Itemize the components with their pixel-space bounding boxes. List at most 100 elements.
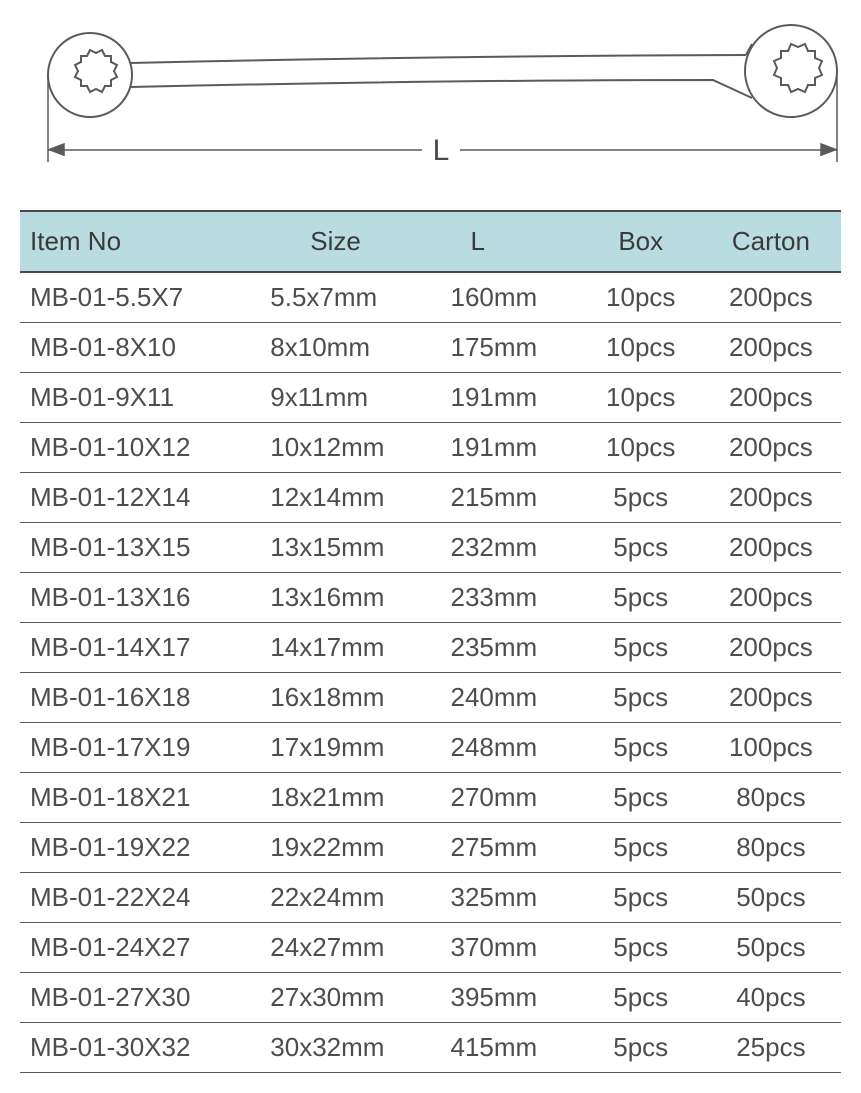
table-cell: 14x17mm [260, 623, 440, 673]
table-cell: 5pcs [581, 673, 701, 723]
table-cell: 200pcs [701, 323, 841, 373]
table-row: MB-01-8X108x10mm175mm10pcs200pcs [20, 323, 841, 373]
table-cell: 16x18mm [260, 673, 440, 723]
table-cell: 12x14mm [260, 473, 440, 523]
col-header-item: Item No [20, 211, 260, 272]
table-cell: 275mm [441, 823, 581, 873]
table-cell: MB-01-10X12 [20, 423, 260, 473]
table-cell: 22x24mm [260, 873, 440, 923]
table-cell: MB-01-8X10 [20, 323, 260, 373]
table-row: MB-01-13X1613x16mm233mm5pcs200pcs [20, 573, 841, 623]
table-cell: 5pcs [581, 723, 701, 773]
table-cell: 5pcs [581, 773, 701, 823]
dimension-label: L [433, 134, 450, 167]
table-cell: MB-01-5.5X7 [20, 272, 260, 323]
table-cell: 240mm [441, 673, 581, 723]
table-row: MB-01-5.5X75.5x7mm160mm10pcs200pcs [20, 272, 841, 323]
table-cell: 415mm [441, 1023, 581, 1073]
table-cell: 5pcs [581, 623, 701, 673]
table-cell: MB-01-22X24 [20, 873, 260, 923]
table-cell: 200pcs [701, 623, 841, 673]
table-cell: 232mm [441, 523, 581, 573]
table-row: MB-01-10X1210x12mm191mm10pcs200pcs [20, 423, 841, 473]
col-header-carton: Carton [701, 211, 841, 272]
table-cell: 5pcs [581, 823, 701, 873]
table-cell: MB-01-14X17 [20, 623, 260, 673]
table-cell: 370mm [441, 923, 581, 973]
table-cell: 5pcs [581, 1023, 701, 1073]
table-cell: 80pcs [701, 823, 841, 873]
table-cell: MB-01-27X30 [20, 973, 260, 1023]
table-row: MB-01-9X119x11mm191mm10pcs200pcs [20, 373, 841, 423]
table-cell: MB-01-17X19 [20, 723, 260, 773]
col-header-size: Size [260, 211, 440, 272]
table-cell: MB-01-9X11 [20, 373, 260, 423]
table-cell: 5pcs [581, 473, 701, 523]
table-cell: MB-01-12X14 [20, 473, 260, 523]
table-cell: MB-01-13X15 [20, 523, 260, 573]
table-cell: 235mm [441, 623, 581, 673]
table-cell: 200pcs [701, 573, 841, 623]
table-cell: 27x30mm [260, 973, 440, 1023]
table-cell: 40pcs [701, 973, 841, 1023]
table-row: MB-01-30X3230x32mm415mm5pcs25pcs [20, 1023, 841, 1073]
table-cell: 270mm [441, 773, 581, 823]
table-cell: 30x32mm [260, 1023, 440, 1073]
table-cell: 160mm [441, 272, 581, 323]
table-cell: 191mm [441, 373, 581, 423]
table-cell: 10pcs [581, 373, 701, 423]
table-cell: 395mm [441, 973, 581, 1023]
table-cell: 200pcs [701, 373, 841, 423]
col-header-box: Box [581, 211, 701, 272]
table-row: MB-01-14X1714x17mm235mm5pcs200pcs [20, 623, 841, 673]
table-cell: MB-01-13X16 [20, 573, 260, 623]
table-row: MB-01-22X2422x24mm325mm5pcs50pcs [20, 873, 841, 923]
spec-table: Item No Size L Box Carton MB-01-5.5X75.5… [20, 210, 841, 1073]
table-row: MB-01-27X3027x30mm395mm5pcs40pcs [20, 973, 841, 1023]
table-cell: 175mm [441, 323, 581, 373]
table-cell: 191mm [441, 423, 581, 473]
table-cell: 13x15mm [260, 523, 440, 573]
table-cell: 233mm [441, 573, 581, 623]
table-header: Item No Size L Box Carton [20, 211, 841, 272]
table-cell: 5pcs [581, 923, 701, 973]
table-cell: 200pcs [701, 423, 841, 473]
col-header-length: L [441, 211, 581, 272]
table-cell: MB-01-24X27 [20, 923, 260, 973]
table-cell: 200pcs [701, 473, 841, 523]
table-cell: 325mm [441, 873, 581, 923]
wrench-svg: L [30, 20, 851, 190]
table-cell: 18x21mm [260, 773, 440, 823]
table-cell: 8x10mm [260, 323, 440, 373]
table-cell: 10x12mm [260, 423, 440, 473]
table-cell: 24x27mm [260, 923, 440, 973]
table-row: MB-01-24X2724x27mm370mm5pcs50pcs [20, 923, 841, 973]
table-row: MB-01-19X2219x22mm275mm5pcs80pcs [20, 823, 841, 873]
table-row: MB-01-13X1513x15mm232mm5pcs200pcs [20, 523, 841, 573]
table-cell: 248mm [441, 723, 581, 773]
table-row: MB-01-12X1412x14mm215mm5pcs200pcs [20, 473, 841, 523]
table-cell: 215mm [441, 473, 581, 523]
table-body: MB-01-5.5X75.5x7mm160mm10pcs200pcsMB-01-… [20, 272, 841, 1073]
table-cell: 10pcs [581, 423, 701, 473]
table-cell: 5pcs [581, 573, 701, 623]
table-cell: 17x19mm [260, 723, 440, 773]
table-cell: 19x22mm [260, 823, 440, 873]
table-row: MB-01-16X1816x18mm240mm5pcs200pcs [20, 673, 841, 723]
wrench-diagram: L [20, 20, 841, 210]
table-cell: 5.5x7mm [260, 272, 440, 323]
table-cell: 50pcs [701, 873, 841, 923]
table-cell: 5pcs [581, 873, 701, 923]
table-cell: MB-01-19X22 [20, 823, 260, 873]
table-cell: 50pcs [701, 923, 841, 973]
table-cell: MB-01-18X21 [20, 773, 260, 823]
table-row: MB-01-18X2118x21mm270mm5pcs80pcs [20, 773, 841, 823]
table-cell: 200pcs [701, 523, 841, 573]
table-cell: 200pcs [701, 673, 841, 723]
table-cell: 25pcs [701, 1023, 841, 1073]
table-cell: 200pcs [701, 272, 841, 323]
table-cell: 100pcs [701, 723, 841, 773]
table-cell: 10pcs [581, 272, 701, 323]
table-cell: 5pcs [581, 523, 701, 573]
table-row: MB-01-17X1917x19mm248mm5pcs100pcs [20, 723, 841, 773]
